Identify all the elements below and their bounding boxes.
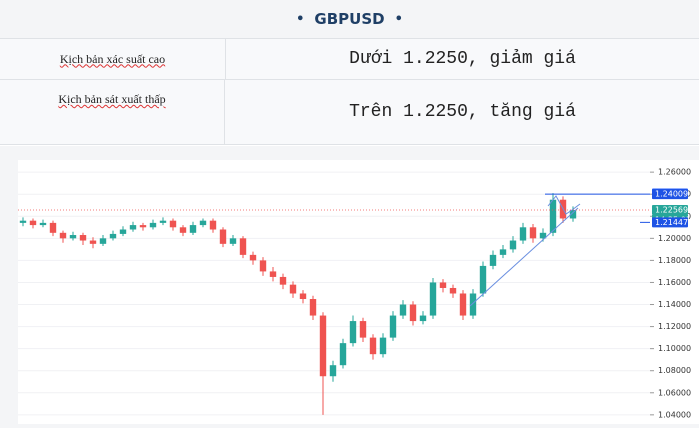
- candle-body: [519, 227, 527, 241]
- candle-body: [269, 271, 277, 277]
- candle-body: [39, 222, 47, 226]
- y-tick-label: 1.12000: [658, 322, 691, 331]
- candle-body: [239, 238, 247, 255]
- candle-body: [139, 225, 147, 228]
- candle-body: [409, 304, 417, 322]
- cell-text: Kịch bản sát xuất thấp: [58, 92, 166, 106]
- candle-body: [229, 238, 237, 244]
- candle-body: [289, 284, 297, 294]
- candle-body: [569, 209, 577, 219]
- candle-body: [109, 233, 117, 239]
- candle-body: [19, 220, 27, 223]
- candle-body: [209, 220, 217, 230]
- cell-text: Dưới 1.2250, giảm giá: [349, 49, 576, 69]
- table-row: Kịch bản sát xuất thấp Trên 1.2250, tăng…: [0, 80, 699, 145]
- price-marker-label: 1.21447: [655, 218, 688, 227]
- candle-body: [499, 249, 507, 255]
- candle-body: [199, 220, 207, 226]
- candle-body: [309, 299, 317, 316]
- candle-body: [319, 315, 327, 377]
- candle-body: [179, 227, 187, 233]
- price-marker-box: [652, 217, 688, 228]
- candle-body: [549, 199, 557, 233]
- candle-body: [29, 220, 37, 226]
- y-tick-label: 1.06000: [658, 388, 691, 397]
- chart-container: 1.260001.240001.220001.200001.180001.160…: [0, 146, 699, 428]
- candle-body: [249, 254, 257, 261]
- y-tick-label: 1.14000: [658, 300, 691, 309]
- candle-body: [389, 315, 397, 338]
- candle-body: [89, 240, 97, 244]
- candle-body: [359, 321, 367, 338]
- price-marker-label: 1.22569: [655, 205, 688, 214]
- candle-body: [339, 343, 347, 366]
- candle-body: [149, 222, 157, 228]
- candle-body: [429, 282, 437, 316]
- pattern-drawing: [547, 195, 581, 215]
- price-marker-box: [652, 204, 688, 215]
- candle-body: [99, 238, 107, 244]
- candle-body: [159, 220, 167, 223]
- candle-body: [59, 232, 67, 239]
- y-tick-label: 1.18000: [658, 256, 691, 265]
- candle-body: [509, 240, 517, 250]
- y-tick-label: 1.20000: [658, 234, 691, 243]
- y-tick-label: 1.04000: [658, 410, 691, 419]
- candle-body: [299, 293, 307, 300]
- candle-body: [449, 287, 457, 294]
- chart: 1.260001.240001.220001.200001.180001.160…: [18, 160, 699, 424]
- candle-body: [539, 232, 547, 239]
- candle-body: [129, 225, 137, 230]
- candle-body: [379, 337, 387, 355]
- candle-body: [279, 276, 287, 285]
- candle-body: [479, 265, 487, 294]
- candle-body: [219, 229, 227, 244]
- candle-body: [79, 235, 87, 241]
- candle-body: [189, 225, 197, 233]
- candle-body: [169, 220, 177, 228]
- candle-body: [49, 222, 57, 233]
- y-tick-label: 1.08000: [658, 366, 691, 375]
- candle-body: [119, 229, 127, 234]
- candle-body: [419, 315, 427, 322]
- candle-body: [459, 293, 467, 316]
- table-cell: Kịch bản xác suất cao: [0, 39, 226, 79]
- header-title: GBPUSD: [314, 10, 385, 28]
- candle-body: [529, 227, 537, 239]
- table-cell: Kịch bản sát xuất thấp: [0, 80, 225, 144]
- candle-body: [329, 365, 337, 377]
- price-marker-label: 1.24009: [655, 190, 688, 199]
- candle-body: [439, 282, 447, 288]
- plot-area: [18, 160, 650, 424]
- table-cell: Dưới 1.2250, giảm giá: [226, 39, 699, 79]
- candle-body: [349, 321, 357, 344]
- candle-body: [259, 260, 267, 272]
- candle-body: [489, 254, 497, 266]
- candle-body: [469, 293, 477, 316]
- cell-text: Trên 1.2250, tăng giá: [349, 102, 576, 122]
- candle-body: [369, 337, 377, 355]
- price-marker-box: [652, 189, 688, 200]
- header: • GBPUSD •: [0, 0, 699, 39]
- candle-body: [69, 235, 77, 239]
- trend-line: [469, 207, 579, 307]
- y-tick-label: 1.10000: [658, 344, 691, 353]
- price-axis: [650, 160, 699, 424]
- table-row: Kịch bản xác suất cao Dưới 1.2250, giảm …: [0, 39, 699, 80]
- y-tick-label: 1.26000: [658, 168, 691, 177]
- cell-text: Kịch bản xác suất cao: [59, 51, 166, 66]
- candle-body: [399, 304, 407, 316]
- y-tick-label: 1.16000: [658, 278, 691, 287]
- table-cell: Trên 1.2250, tăng giá: [226, 80, 699, 144]
